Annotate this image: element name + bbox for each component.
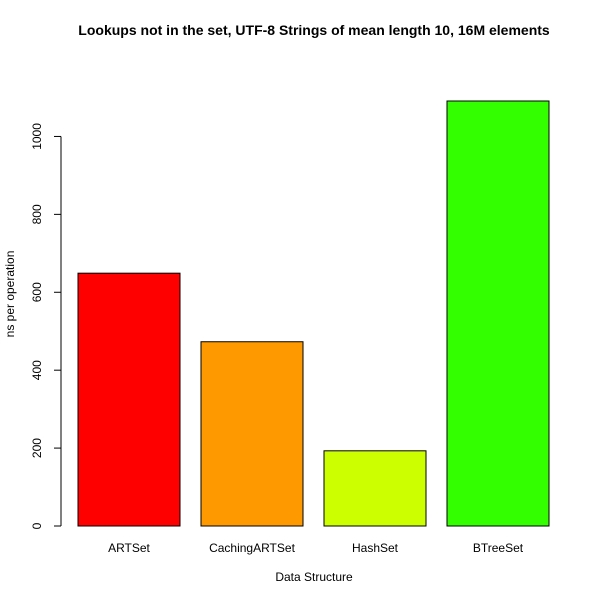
- bar-artset: [77, 272, 181, 527]
- y-tick-label: 0: [30, 522, 44, 529]
- y-tick-label: 1000: [30, 123, 44, 150]
- bar-btreeset: [446, 100, 550, 527]
- chart-title: Lookups not in the set, UTF-8 Strings of…: [78, 22, 550, 38]
- bars-group: [77, 100, 550, 527]
- x-tick-label: BTreeSet: [473, 541, 524, 555]
- y-axis: 0 200 400 600 800 1000: [30, 123, 62, 529]
- x-tick-label: HashSet: [352, 541, 399, 555]
- x-axis-label: Data Structure: [275, 570, 353, 584]
- bar-hashset: [323, 450, 427, 527]
- y-tick-label: 200: [30, 438, 44, 458]
- y-tick-label: 400: [30, 360, 44, 380]
- x-tick-label: ARTSet: [108, 541, 150, 555]
- bar-cachingartset: [200, 341, 304, 527]
- x-axis-tick-labels: ARTSet CachingARTSet HashSet BTreeSet: [108, 541, 524, 555]
- y-tick-label: 600: [30, 282, 44, 302]
- y-tick-label: 800: [30, 204, 44, 224]
- x-tick-label: CachingARTSet: [209, 541, 295, 555]
- y-axis-label: ns per operation: [3, 251, 17, 338]
